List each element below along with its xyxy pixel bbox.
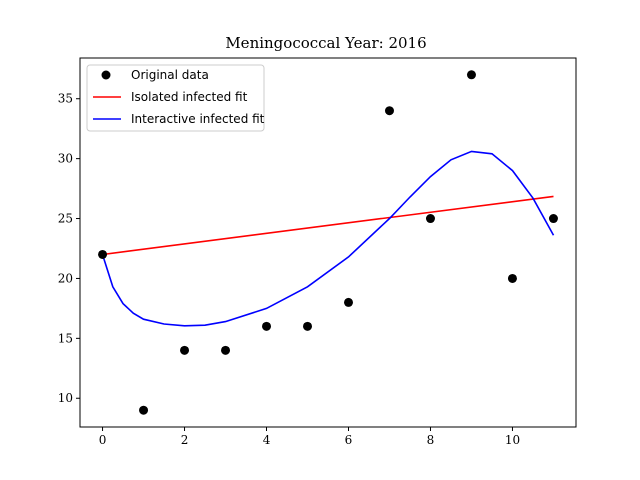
legend: Original data Isolated infected fit Intera… bbox=[86, 64, 265, 132]
data-point bbox=[466, 70, 476, 80]
x-tick-label: 4 bbox=[263, 433, 271, 447]
data-point bbox=[507, 273, 517, 283]
data-point bbox=[139, 405, 149, 415]
y-tick-label: 25 bbox=[58, 212, 73, 226]
data-point bbox=[548, 214, 558, 224]
legend-marker bbox=[101, 70, 111, 80]
series-line-2 bbox=[101, 150, 555, 327]
y-tick-label: 35 bbox=[58, 92, 73, 106]
y-tick-label: 15 bbox=[58, 331, 73, 345]
data-point bbox=[262, 321, 272, 331]
axes: 0 2 4 6 8 10 10 15 20 25 30 35 bbox=[58, 92, 520, 447]
x-tick-label: 0 bbox=[99, 433, 107, 447]
legend-box bbox=[86, 64, 265, 132]
chart-title: Meningococcal Year: 2016 bbox=[225, 34, 426, 52]
plot-frame bbox=[79, 57, 577, 428]
y-tick-label: 20 bbox=[58, 271, 73, 285]
data-point bbox=[384, 106, 394, 116]
y-tick-label: 30 bbox=[58, 152, 73, 166]
x-tick-label: 10 bbox=[505, 433, 520, 447]
x-tick-label: 6 bbox=[345, 433, 353, 447]
series-layer bbox=[98, 70, 558, 415]
data-point bbox=[180, 345, 190, 355]
x-tick-label: 2 bbox=[181, 433, 189, 447]
x-tick-label: 8 bbox=[427, 433, 435, 447]
data-point bbox=[343, 297, 353, 307]
data-point bbox=[425, 214, 435, 224]
legend-label: Interactive infected fit bbox=[131, 112, 265, 126]
y-tick-label: 10 bbox=[58, 391, 73, 405]
legend-label: Isolated infected fit bbox=[131, 90, 248, 104]
data-point bbox=[221, 345, 231, 355]
data-point bbox=[98, 249, 108, 259]
series-line-1 bbox=[102, 195, 554, 256]
legend-label: Original data bbox=[131, 68, 209, 82]
data-point bbox=[303, 321, 313, 331]
